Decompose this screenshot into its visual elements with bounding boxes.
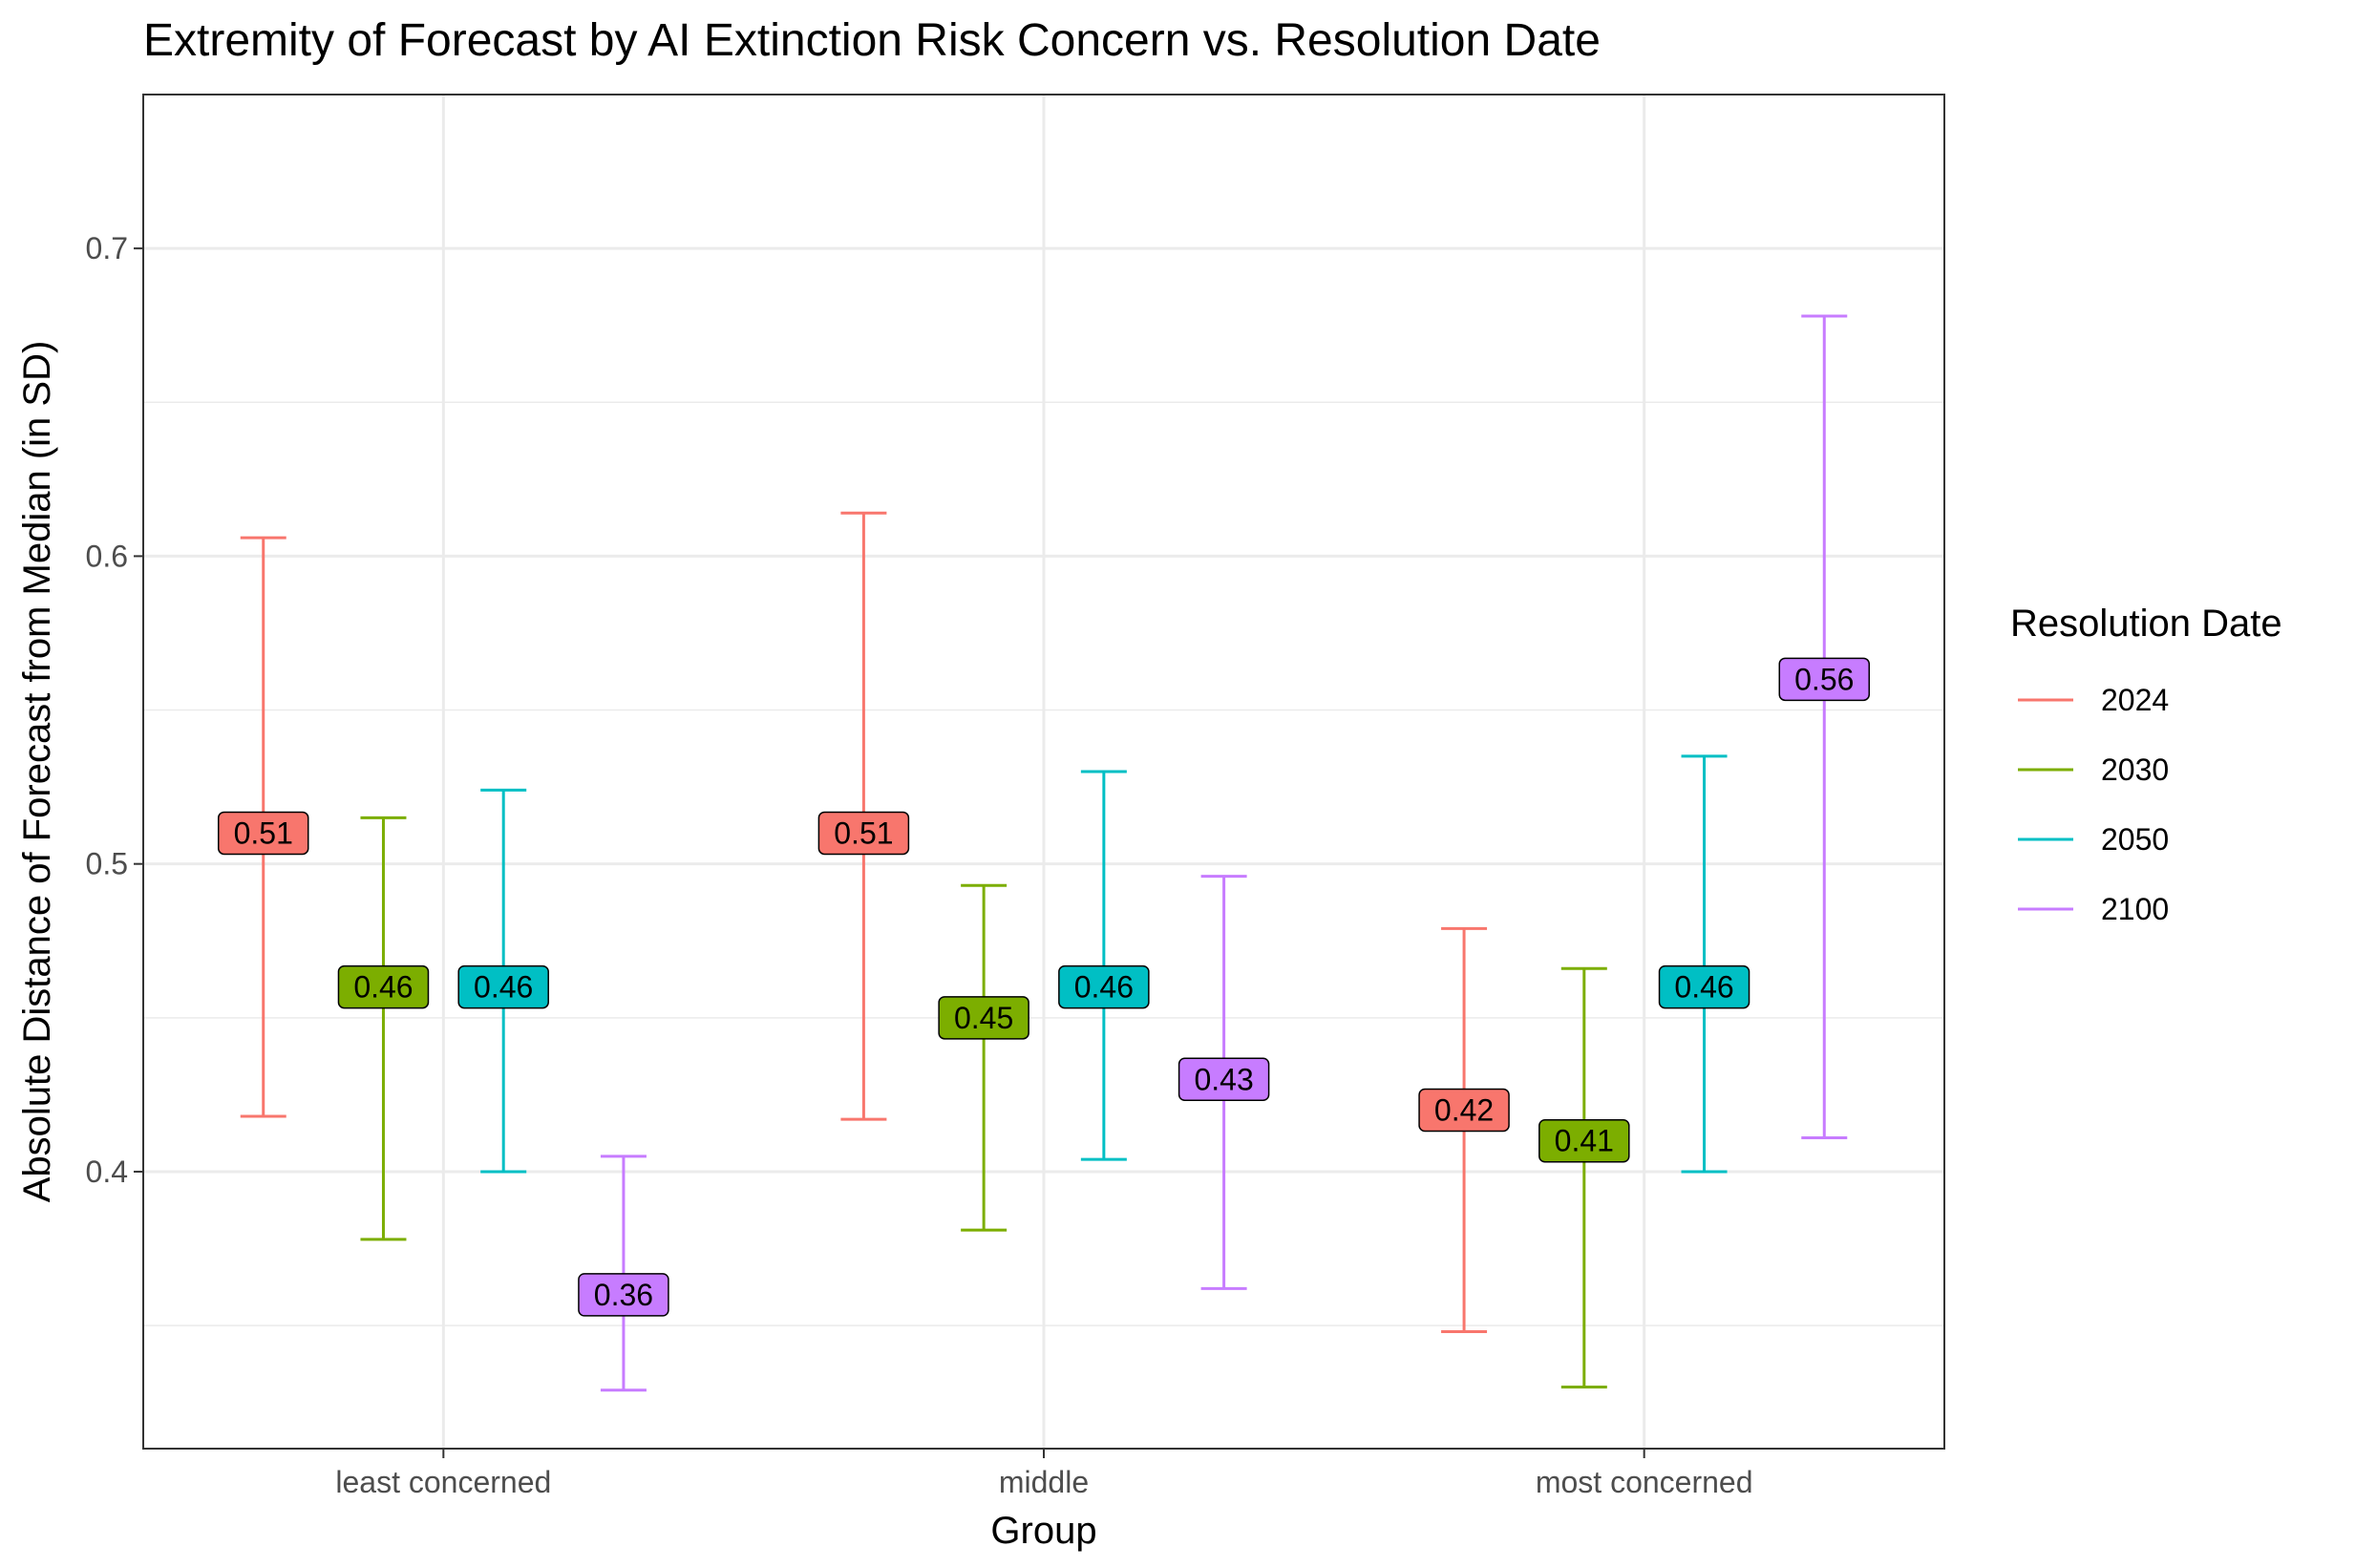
data-label-box [457,964,549,1009]
data-label-box [1058,964,1150,1009]
data-label: 0.46 [474,970,533,1005]
data-label-box [817,811,910,856]
y-axis-title: Absolute Distance of Forecast from Media… [16,341,58,1203]
legend-label: 2024 [2101,683,2169,717]
data-label: 0.43 [1194,1062,1253,1096]
y-tick-label: 0.7 [86,231,128,265]
data-label: 0.45 [954,1001,1013,1035]
grid [143,94,1944,1449]
data-label: 0.46 [1074,970,1134,1005]
data-label: 0.41 [1555,1124,1614,1158]
data-label: 0.51 [234,816,293,850]
legend-label: 2100 [2101,892,2169,926]
data-label: 0.51 [834,816,893,850]
legend-title: Resolution Date [2010,603,2282,645]
data-label-box [1418,1088,1510,1133]
y-tick-label: 0.4 [86,1155,128,1189]
legend-label: 2050 [2101,822,2169,857]
data-label-box [1658,964,1750,1009]
x-axis-title: Group [990,1510,1096,1552]
data-label-box [578,1273,669,1317]
data-label-box [1778,657,1871,702]
data-label: 0.36 [594,1278,653,1312]
point-labels: 0.51 0.51 0.42 0.46 0.45 0.41 0.46 0.46 0.46 0.36… [217,657,1871,1317]
data-label-box [217,811,309,856]
data-label-box [938,996,1029,1040]
data-label-box [1538,1118,1630,1163]
data-label-box [337,964,430,1009]
x-tick-label: middle [999,1465,1089,1499]
y-tick-label: 0.5 [86,847,128,881]
data-label-box [1178,1057,1270,1102]
data-label: 0.42 [1434,1093,1494,1128]
data-label: 0.56 [1794,662,1854,696]
chart-title: Extremity of Forecast by AI Extinction R… [143,15,1601,66]
y-tick-label: 0.6 [86,539,128,573]
data-label: 0.46 [1674,970,1733,1005]
legend-label: 2030 [2101,752,2169,787]
x-tick-label: least concerned [335,1465,551,1499]
x-tick-label: most concerned [1536,1465,1753,1499]
legend: Resolution Date 2024 2030 2050 2100 [2010,603,2282,926]
data-label: 0.46 [353,970,413,1005]
axes: 0.4 0.5 0.6 0.7 least concerned middle most co… [86,231,1753,1499]
